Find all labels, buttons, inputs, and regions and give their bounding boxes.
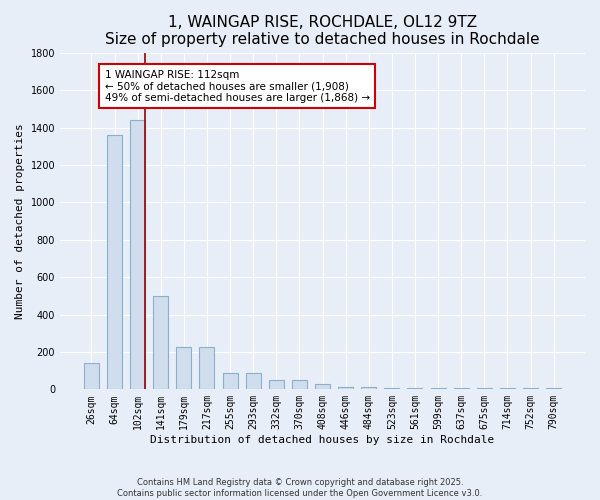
Bar (361, 386, 376, 390)
Bar (130, 120, 145, 390)
Bar (477, 388, 492, 390)
Bar (407, 388, 422, 390)
Bar (454, 388, 469, 390)
Bar (546, 388, 561, 390)
Bar (500, 388, 515, 390)
Title: 1, WAINGAP RISE, ROCHDALE, OL12 9TZ
Size of property relative to detached houses: 1, WAINGAP RISE, ROCHDALE, OL12 9TZ Size… (105, 15, 540, 48)
Bar (269, 380, 284, 390)
Bar (176, 348, 191, 390)
Bar (199, 348, 214, 390)
Y-axis label: Number of detached properties: Number of detached properties (15, 123, 25, 319)
Bar (523, 388, 538, 390)
Bar (245, 374, 260, 390)
Bar (223, 374, 238, 390)
Bar (153, 296, 168, 390)
Bar (338, 388, 353, 390)
X-axis label: Distribution of detached houses by size in Rochdale: Distribution of detached houses by size … (151, 435, 494, 445)
Text: 1 WAINGAP RISE: 112sqm
← 50% of detached houses are smaller (1,908)
49% of semi-: 1 WAINGAP RISE: 112sqm ← 50% of detached… (104, 70, 370, 103)
Bar (315, 384, 330, 390)
Bar (84, 363, 99, 390)
Bar (431, 388, 446, 390)
Bar (385, 388, 400, 390)
Bar (107, 135, 122, 390)
Text: Contains HM Land Registry data © Crown copyright and database right 2025.
Contai: Contains HM Land Registry data © Crown c… (118, 478, 482, 498)
Bar (292, 380, 307, 390)
